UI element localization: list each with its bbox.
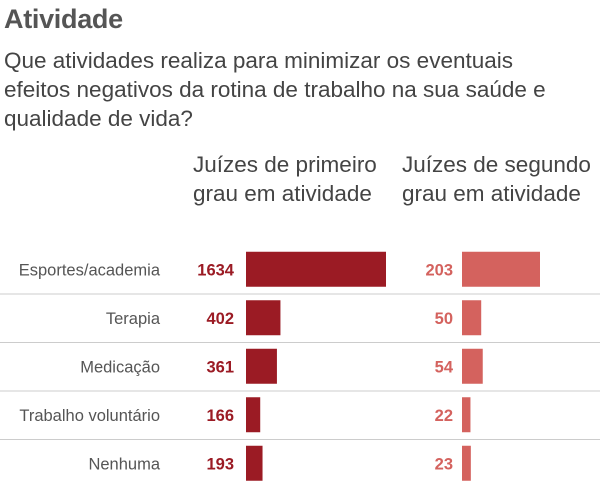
category-label: Medicação xyxy=(80,358,160,376)
bar-segundo-grau xyxy=(462,300,482,336)
value-label-segundo-grau: 54 xyxy=(435,358,454,376)
value-label-primeiro-grau: 361 xyxy=(206,358,234,376)
category-label: Esportes/academia xyxy=(19,261,161,279)
bar-segundo-grau xyxy=(462,348,483,384)
bar-primeiro-grau xyxy=(246,348,277,384)
category-label: Nenhuma xyxy=(88,455,160,473)
bar-segundo-grau xyxy=(462,251,540,287)
bar-segundo-grau xyxy=(462,397,471,433)
value-label-segundo-grau: 23 xyxy=(435,455,453,473)
value-label-primeiro-grau: 402 xyxy=(206,310,234,328)
value-label-primeiro-grau: 193 xyxy=(206,455,234,473)
category-label: Terapia xyxy=(106,310,161,328)
bar-primeiro-grau xyxy=(246,300,281,336)
value-label-segundo-grau: 22 xyxy=(435,407,453,425)
value-label-segundo-grau: 50 xyxy=(435,310,453,328)
value-label-primeiro-grau: 166 xyxy=(206,407,234,425)
series-header-primeiro-grau: Juízes de primeiro grau em atividade xyxy=(193,152,377,206)
bar-primeiro-grau xyxy=(246,397,261,433)
bar-primeiro-grau xyxy=(246,251,386,287)
series-header-segundo-grau: Juízes de segundo grau em atividade xyxy=(402,152,591,206)
category-label: Trabalho voluntário xyxy=(19,407,160,425)
chart-subtitle: Que atividades realiza para minimizar os… xyxy=(4,48,546,131)
bar-primeiro-grau xyxy=(246,445,263,481)
value-label-segundo-grau: 203 xyxy=(425,261,453,279)
chart-title: Atividade xyxy=(4,4,123,34)
value-label-primeiro-grau: 1634 xyxy=(197,261,235,279)
bar-segundo-grau xyxy=(462,445,471,481)
